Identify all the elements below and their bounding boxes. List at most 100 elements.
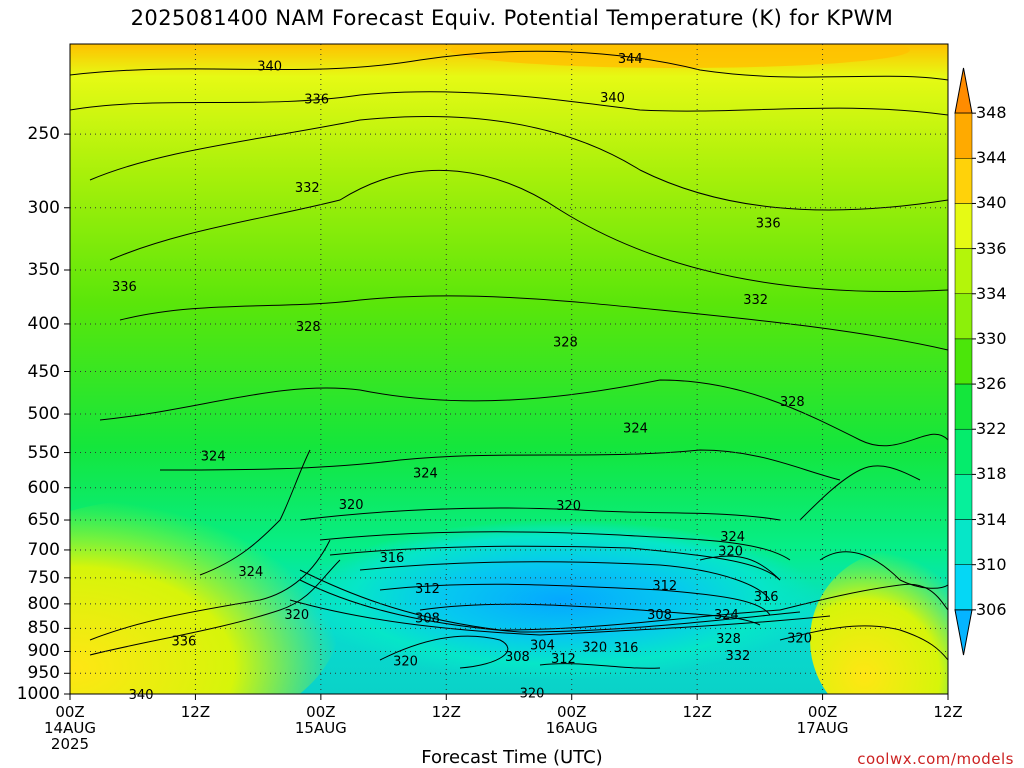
contour-line	[329, 545, 781, 581]
credit-text: coolwx.com/models	[857, 750, 1014, 768]
cold-core-region	[300, 520, 820, 680]
contour-line	[89, 116, 948, 211]
contour-label: 332	[295, 181, 320, 196]
contour-line	[199, 449, 311, 576]
contour-label: 324	[720, 530, 745, 545]
contour-label: 324	[238, 565, 263, 580]
y-tick-label: 1000	[16, 684, 60, 704]
y-tick-label: 650	[27, 510, 60, 531]
contour-label: 312	[415, 582, 440, 597]
x-tick-label: 00Z	[55, 703, 85, 721]
y-tick-label: 350	[27, 260, 60, 280]
x-tick-label: 00Z	[306, 703, 336, 721]
contour-label: 308	[505, 650, 530, 665]
contour-line	[379, 583, 771, 616]
y-tick-label: 850	[27, 618, 60, 639]
contour-line	[539, 663, 661, 669]
x-tick-label: 16AUG	[545, 719, 598, 737]
contour-label: 336	[756, 216, 781, 231]
contour-label: 320	[339, 498, 364, 513]
warm-low-level-region	[810, 550, 948, 694]
x-tick-label: 14AUG	[44, 719, 96, 737]
colorbar-label: 340	[976, 193, 1007, 213]
x-tick-label: 12Z	[682, 703, 712, 721]
y-tick-label: 450	[27, 361, 60, 382]
colorbar-swatch	[954, 564, 973, 611]
contour-label: 320	[582, 640, 607, 655]
colorbar-label: 336	[976, 238, 1007, 258]
colorbar-label: 330	[976, 328, 1007, 348]
chart-title: 2025081400 NAM Forecast Equiv. Potential…	[130, 6, 894, 30]
colorbar-swatch	[954, 383, 973, 430]
x-axis-title: Forecast Time (UTC)	[421, 747, 603, 768]
contour-line	[299, 579, 801, 633]
contour-line	[289, 599, 831, 636]
contour-label: 320	[556, 499, 581, 514]
contour-label: 336	[172, 635, 197, 650]
contour-label: 328	[716, 632, 741, 647]
y-tick-label: 800	[27, 593, 60, 614]
contour-label: 324	[623, 422, 648, 437]
colorbar	[954, 67, 976, 656]
x-tick-label: 00Z	[807, 703, 838, 721]
contour-label: 324	[201, 449, 226, 464]
y-tick-label: 550	[27, 442, 60, 463]
colorbar-label: 306	[976, 599, 1007, 619]
contour-label: 304	[530, 639, 555, 654]
contour-line	[70, 50, 948, 81]
contour-label: 308	[415, 611, 440, 626]
contour-label: 320	[284, 608, 309, 623]
x-tick-label: 12Z	[933, 703, 963, 721]
colorbar-label: 318	[976, 464, 1007, 484]
contour-line	[70, 91, 948, 116]
contour-line	[699, 555, 781, 581]
contour-line	[99, 379, 948, 447]
contour-label: 336	[112, 280, 137, 295]
contour-label: 328	[553, 336, 578, 351]
x-tick-label: 12Z	[180, 703, 211, 721]
contour-line	[359, 561, 771, 601]
colorbar-swatch	[954, 203, 973, 249]
contour-label: 328	[780, 395, 805, 410]
contour-line	[419, 603, 761, 626]
y-tick-label: 900	[27, 641, 60, 662]
contour-label: 332	[743, 293, 768, 308]
contour-line	[819, 551, 948, 589]
warm-low-level-region	[70, 500, 340, 694]
contour-label: 320	[718, 545, 743, 560]
x-tick-label: 00Z	[557, 703, 587, 721]
contour-label: 320	[393, 654, 418, 669]
contour-label: 316	[380, 551, 405, 566]
contour-label: 332	[725, 649, 750, 664]
x-tick-label: 2025	[50, 735, 90, 753]
colorbar-label: 310	[976, 554, 1007, 574]
y-tick-label: 600	[27, 477, 60, 498]
y-tick-label: 300	[27, 197, 60, 218]
y-tick-label: 250	[27, 124, 60, 145]
contour-line	[319, 531, 791, 561]
colorbar-swatch	[954, 428, 973, 475]
contour-line	[159, 449, 841, 481]
colorbar-swatch	[954, 158, 973, 204]
contour-line	[799, 465, 921, 521]
x-tick-label: 17AUG	[796, 719, 849, 737]
contour-label: 312	[551, 652, 576, 667]
x-tick-label: 15AUG	[294, 719, 347, 737]
contour-label: 324	[413, 467, 438, 482]
y-tick-label: 500	[27, 404, 60, 425]
contour-label: 320	[520, 686, 545, 701]
colorbar-swatch	[954, 67, 973, 114]
contour-label: 340	[257, 60, 282, 75]
colorbar-label: 344	[976, 148, 1007, 168]
colorbar-swatch	[954, 519, 973, 565]
contour-label: 340	[129, 688, 154, 703]
contour-label: 324	[714, 608, 739, 623]
colorbar-swatch	[954, 293, 973, 340]
contour-line	[89, 559, 341, 656]
contour-label: 308	[647, 608, 672, 623]
colorbar-label: 326	[976, 374, 1007, 394]
contour-line	[779, 583, 948, 611]
y-tick-label: 400	[27, 313, 60, 334]
contour-label: 344	[618, 52, 643, 67]
